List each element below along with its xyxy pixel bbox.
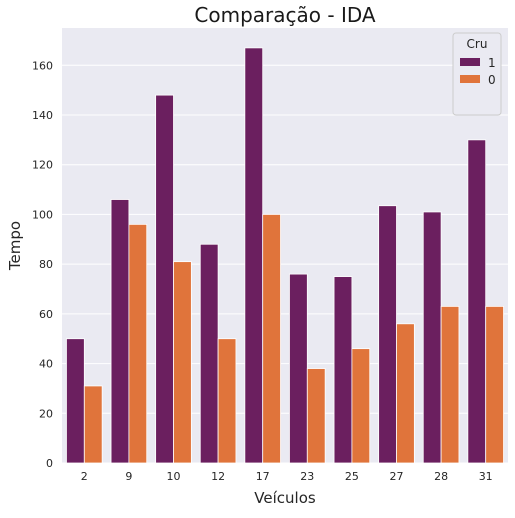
bar-series-1-17	[244, 47, 264, 464]
bar-series-1-31	[467, 139, 487, 464]
bar-series-1-28	[422, 211, 442, 464]
bar-series-0-12	[217, 338, 237, 464]
bar-series-1-23	[289, 273, 308, 464]
legend-label: 1	[488, 56, 496, 70]
bar-series-1-10	[155, 94, 174, 464]
x-tick-label: 23	[300, 470, 314, 483]
y-tick-label: 0	[46, 457, 53, 470]
x-tick-label: 10	[167, 470, 181, 483]
y-tick-label: 160	[32, 59, 53, 72]
x-tick-label: 25	[345, 470, 359, 483]
bar-series-0-25	[351, 348, 371, 464]
x-tick-label: 31	[479, 470, 493, 483]
x-tick-label: 12	[211, 470, 225, 483]
bars	[66, 47, 504, 464]
x-tick-label: 27	[390, 470, 404, 483]
bar-series-0-17	[262, 214, 281, 464]
bar-series-1-27	[378, 205, 397, 464]
x-axis-ticks: 2 9 10 12 17 23 25 27 28 31	[81, 470, 493, 483]
chart-title: Comparação - IDA	[194, 3, 375, 27]
legend-swatch	[460, 58, 480, 66]
legend-box	[452, 32, 502, 116]
bar-series-0-28	[440, 305, 460, 464]
y-tick-label: 120	[32, 159, 53, 172]
legend-swatch	[460, 75, 480, 83]
bar-series-0-2	[83, 385, 103, 464]
bar-series-1-12	[199, 243, 219, 464]
y-axis-label: Tempo	[6, 221, 24, 271]
y-tick-label: 140	[32, 109, 53, 122]
bar-series-1-25	[333, 276, 353, 464]
y-axis-ticks: 0 20 40 60 80 100 120 140 160	[32, 59, 53, 470]
y-tick-label: 100	[32, 208, 53, 221]
bar-series-0-10	[173, 261, 192, 464]
x-tick-label: 2	[81, 470, 88, 483]
legend-label: 0	[488, 73, 496, 87]
x-tick-label: 28	[434, 470, 448, 483]
legend: Cru 10	[452, 32, 502, 116]
bar-series-0-23	[306, 368, 326, 464]
x-axis-label: Veículos	[254, 489, 316, 507]
bar-series-1-9	[110, 199, 130, 464]
bar-series-0-31	[485, 305, 504, 464]
y-tick-label: 80	[39, 258, 53, 271]
bar-series-1-2	[66, 338, 85, 464]
y-tick-label: 20	[39, 407, 53, 420]
x-tick-label: 17	[256, 470, 270, 483]
y-tick-label: 60	[39, 308, 53, 321]
bar-series-0-27	[396, 323, 415, 464]
legend-items: 10	[460, 56, 496, 87]
bar-series-0-9	[128, 223, 148, 464]
x-tick-label: 9	[125, 470, 132, 483]
y-tick-label: 40	[39, 358, 53, 371]
legend-title: Cru	[467, 37, 488, 51]
